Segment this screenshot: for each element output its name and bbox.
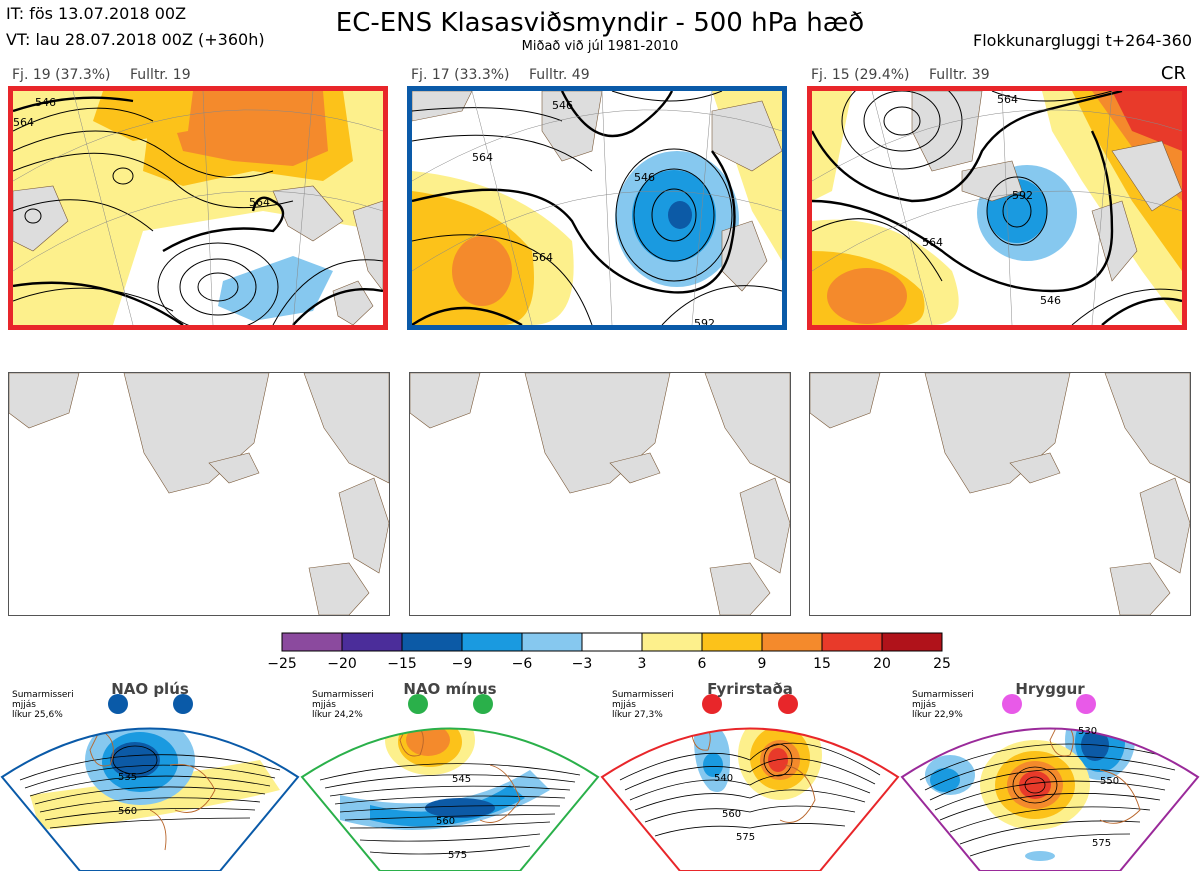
colorbar-segment <box>881 632 943 652</box>
contour-label: 546 <box>35 96 56 109</box>
cr-label: CR <box>1160 63 1186 84</box>
regime-contour-label: 560 <box>118 806 137 817</box>
contour-label: 592 <box>1012 189 1033 202</box>
colorbar-tick-label: −9 <box>451 656 473 672</box>
regime-prob: Sumarmisseri mjjás líkur 22,9% <box>912 690 974 720</box>
colorbar-segment <box>821 632 883 652</box>
colorbar-segment <box>641 632 703 652</box>
regime-prob: Sumarmisseri mjjás líkur 27,3% <box>612 690 674 720</box>
regime-contour-label: 530 <box>1078 726 1097 737</box>
colorbar-segment <box>281 632 343 652</box>
colorbar-tick-label: 9 <box>757 656 767 672</box>
valid-time: VT: lau 28.07.2018 00Z (+360h) <box>6 30 265 49</box>
cluster-1-rep: Fulltr. 19 <box>130 67 191 83</box>
clustering-window: Flokkunargluggi t+264-360 <box>973 31 1192 50</box>
contour-label: 546 <box>634 171 655 184</box>
regime-contour-label: 575 <box>448 850 467 861</box>
initial-time: IT: fös 13.07.2018 00Z <box>6 4 187 23</box>
colorbar-segment <box>761 632 823 652</box>
contour-label: 546 <box>552 99 573 112</box>
colorbar-segment <box>521 632 583 652</box>
colorbar-segment <box>581 632 643 652</box>
empty-map-2 <box>409 372 791 616</box>
regime-name: Fyrirstaða <box>707 680 793 698</box>
regime-nao-plus: 535 560 NAO plús Sumarmisseri mjjás líkur … <box>0 680 300 871</box>
cluster-1-label: Fj. 19 (37.3%) <box>12 67 111 83</box>
regime-prob: Sumarmisseri mjjás líkur 25,6% <box>12 690 74 720</box>
cluster-1-map: 546 564 564 592 <box>8 86 388 330</box>
colorbar-segment <box>341 632 403 652</box>
colorbar-tick-label: −3 <box>571 656 593 672</box>
colorbar-segment <box>701 632 763 652</box>
contour-label: 592 <box>694 317 715 325</box>
colorbar-tick-label: −15 <box>387 656 417 672</box>
regime-contour-label: 540 <box>714 773 733 784</box>
cluster-3-map: 564 564 546 592 <box>807 86 1187 330</box>
regime-contour-label: 560 <box>436 816 455 827</box>
colorbar-tick-label: 3 <box>637 656 647 672</box>
colorbar-tick-label: 20 <box>873 656 891 672</box>
empty-map-3 <box>809 372 1191 616</box>
colorbar-tick-label: −6 <box>511 656 533 672</box>
regime-nao-minus: 545 560 575 NAO mínus Sumarmisseri mjjás l… <box>300 680 600 871</box>
regime-name: NAO mínus <box>403 680 497 698</box>
cluster-3-rep: Fulltr. 39 <box>929 67 990 83</box>
regime-blocking: 540 560 575 Fyrirstaða Sumarmisseri mjjás… <box>600 680 900 871</box>
colorbar <box>280 632 944 656</box>
regime-ridge: 530 550 575 Hryggur Sumarmisseri mjjás lík… <box>900 680 1200 871</box>
regime-name: NAO plús <box>111 680 189 698</box>
contour-label: 564 <box>532 251 553 264</box>
regime-contour-label: 535 <box>118 772 137 783</box>
regime-prob: Sumarmisseri mjjás líkur 24,2% <box>312 690 374 720</box>
contour-label: 564 <box>922 236 943 249</box>
colorbar-tick-label: −25 <box>267 656 297 672</box>
colorbar-tick-label: 6 <box>697 656 707 672</box>
colorbar-segment <box>401 632 463 652</box>
colorbar-tick-label: 25 <box>933 656 951 672</box>
regime-contour-label: 545 <box>452 774 471 785</box>
colorbar-tick-label: 15 <box>813 656 831 672</box>
cluster-2-rep: Fulltr. 49 <box>529 67 590 83</box>
page-subtitle: Miðað við júl 1981-2010 <box>521 39 679 54</box>
contour-label: 564 <box>13 116 34 129</box>
contour-label: 564 <box>472 151 493 164</box>
contour-label: 564 <box>249 196 270 209</box>
contour-label: 546 <box>1040 294 1061 307</box>
regime-name: Hryggur <box>1015 680 1085 698</box>
colorbar-tick-label: −20 <box>327 656 357 672</box>
regime-contour-label: 575 <box>1092 838 1111 849</box>
cluster-2-label: Fj. 17 (33.3%) <box>411 67 510 83</box>
regime-contour-label: 550 <box>1100 776 1119 787</box>
page-title: EC-ENS Klasasviðsmyndir - 500 hPa hæð <box>335 8 865 38</box>
contour-label: 564 <box>997 93 1018 106</box>
regime-contour-label: 560 <box>722 809 741 820</box>
colorbar-segment <box>461 632 523 652</box>
cluster-2-map: 546 564 564 592 546 <box>407 86 787 330</box>
empty-map-1 <box>8 372 390 616</box>
cluster-3-label: Fj. 15 (29.4%) <box>811 67 910 83</box>
regime-contour-label: 575 <box>736 832 755 843</box>
